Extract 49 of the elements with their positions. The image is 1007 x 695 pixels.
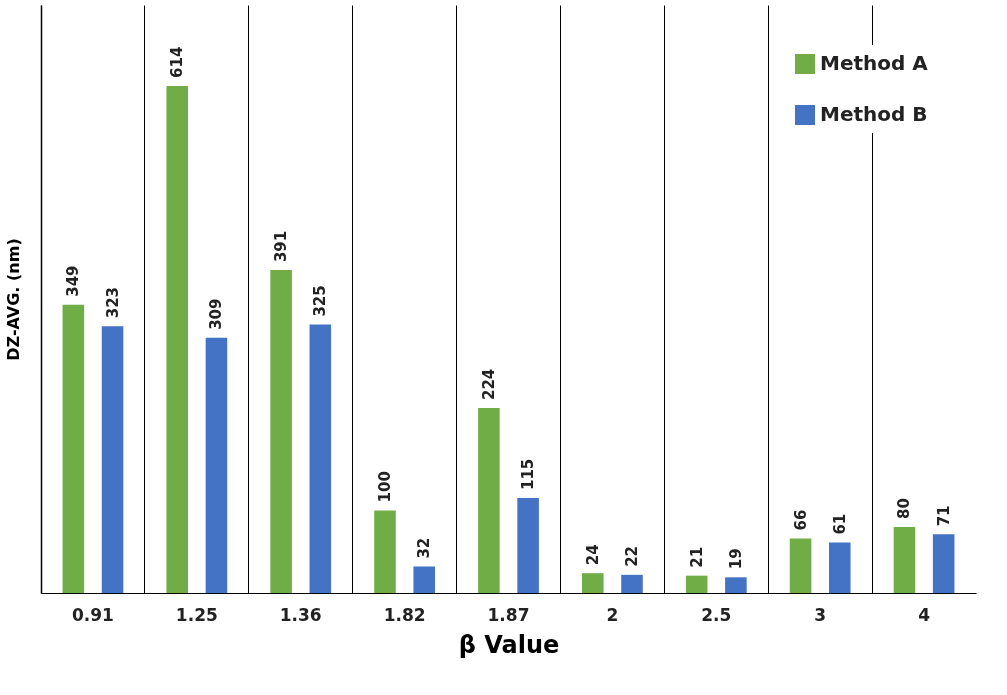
bar <box>828 542 851 593</box>
data-label: 22 <box>622 545 641 567</box>
bar <box>205 337 228 593</box>
bar <box>413 566 435 593</box>
y-axis-title: DZ-AVG. (nm) <box>3 238 23 361</box>
data-label: 80 <box>895 498 914 519</box>
data-label: 224 <box>479 368 498 401</box>
data-label: 614 <box>168 46 187 78</box>
x-tick-label: 2.5 <box>701 604 732 625</box>
data-label: 391 <box>272 230 291 263</box>
data-label: 115 <box>519 458 538 491</box>
data-label: 61 <box>830 513 849 535</box>
data-label: 32 <box>415 537 434 559</box>
bar <box>374 510 396 593</box>
bar <box>582 573 604 593</box>
x-tick-label: 0.91 <box>71 604 114 625</box>
bar <box>478 408 500 593</box>
x-tick-label: 2 <box>606 604 619 625</box>
x-axis-title: β Value <box>458 630 560 659</box>
data-label: 19 <box>726 548 745 570</box>
x-tick-label: 3 <box>814 604 827 625</box>
bar <box>725 577 747 593</box>
bar <box>685 575 708 593</box>
x-tick-label: 1.82 <box>383 604 426 625</box>
bar <box>101 326 124 593</box>
x-tick-label: 4 <box>918 604 931 625</box>
bar <box>517 498 539 593</box>
x-tick-label: 1.25 <box>175 604 218 625</box>
data-label: 71 <box>934 505 953 527</box>
bar <box>621 574 643 593</box>
bar <box>932 534 955 593</box>
data-label: 100 <box>376 471 395 503</box>
bar <box>893 526 916 593</box>
data-label: 21 <box>687 546 706 568</box>
bar <box>166 85 189 593</box>
bar <box>309 324 332 593</box>
data-label: 349 <box>64 265 83 297</box>
bar <box>62 304 85 593</box>
data-label: 309 <box>207 298 226 330</box>
bar <box>270 270 292 593</box>
data-label: 323 <box>103 286 122 319</box>
bar <box>789 538 812 593</box>
legend-label: Method B <box>820 102 928 126</box>
data-label: 66 <box>791 509 810 531</box>
data-label: 24 <box>583 544 602 566</box>
legend-label: Method A <box>820 51 929 75</box>
x-tick-label: 1.36 <box>279 604 322 625</box>
data-label: 325 <box>311 285 330 317</box>
x-tick-label: 1.87 <box>487 604 530 625</box>
